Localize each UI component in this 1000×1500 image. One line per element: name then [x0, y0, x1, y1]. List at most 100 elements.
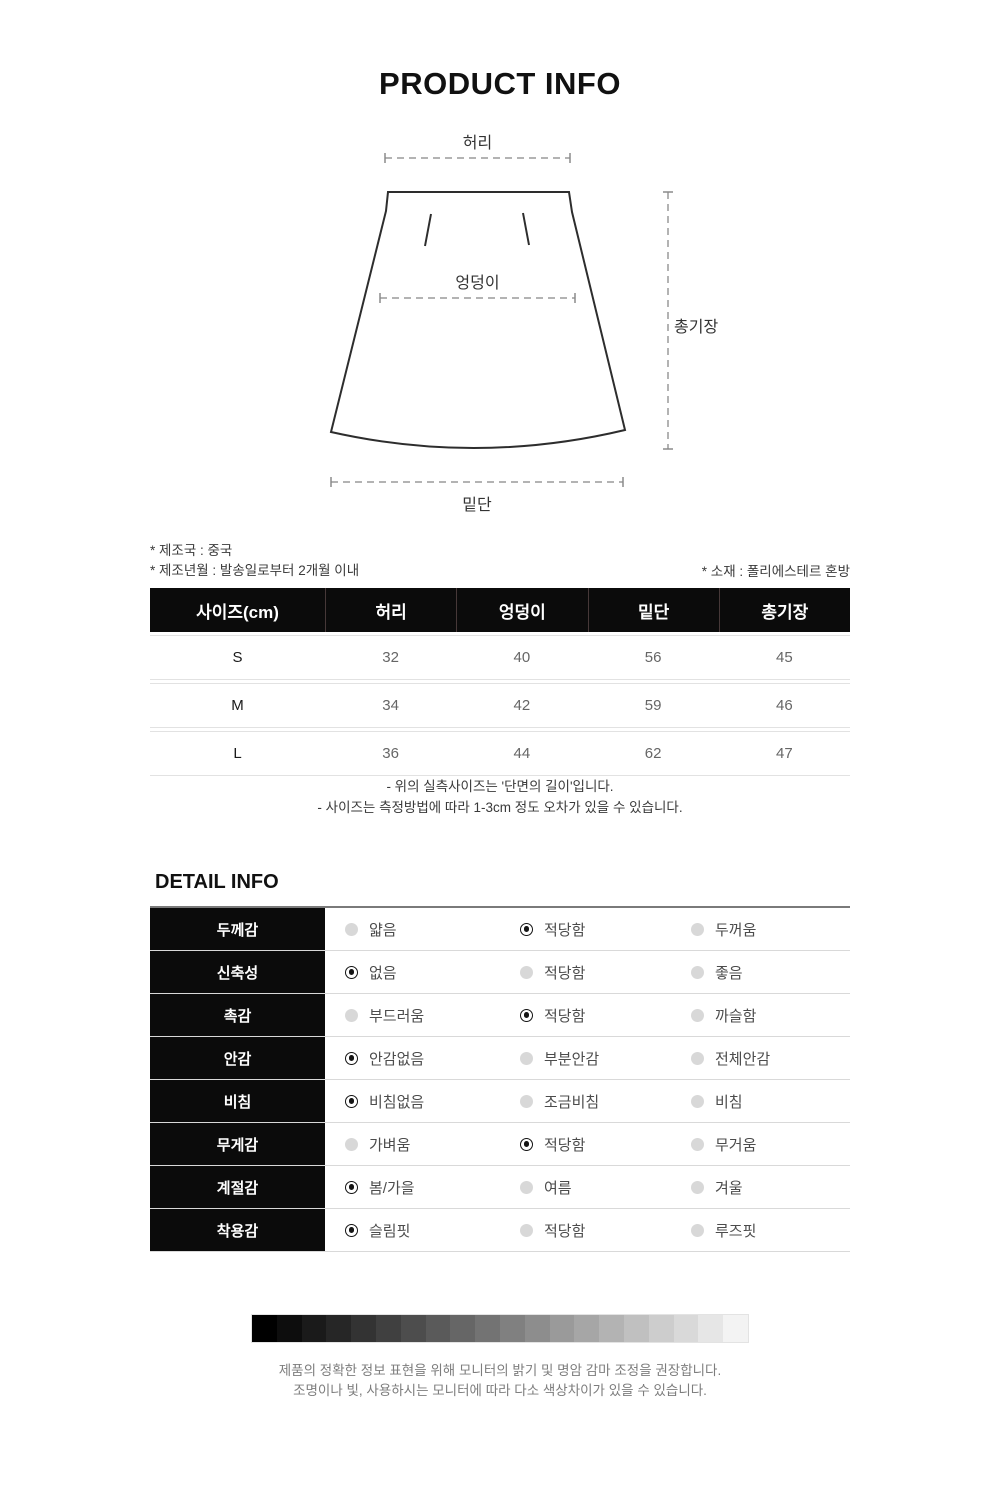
radio-unselected-icon [345, 922, 358, 936]
size-note-line: - 위의 실측사이즈는 '단면의 길이'입니다. [386, 779, 614, 794]
measurement-cell: 62 [644, 745, 662, 762]
radio-unselected-icon [691, 1051, 704, 1065]
option-label: 조금비침 [544, 1093, 600, 1111]
detail-row-label: 계절감 [150, 1166, 325, 1208]
grayscale-segment [524, 1315, 550, 1342]
size-table-header-cell: 허리 [325, 588, 456, 632]
radio-unselected-icon [691, 1137, 704, 1151]
measurement-cell: 46 [776, 697, 793, 714]
detail-option: 얇음 [325, 908, 504, 950]
detail-row-label: 안감 [150, 1037, 325, 1079]
size-cell: M [231, 697, 244, 714]
radio-dot [523, 1141, 530, 1147]
radio-dot [348, 1184, 355, 1190]
detail-option: 조금비침 [504, 1080, 679, 1122]
size-table-header-cell: 엉덩이 [456, 588, 587, 632]
detail-option: 비침없음 [325, 1080, 504, 1122]
option-label: 적당함 [544, 964, 586, 982]
radio-dot [348, 1055, 355, 1061]
footer-line: 조명이나 빛, 사용하시는 모니터에 따라 다소 색상차이가 있을 수 있습니다… [293, 1383, 707, 1398]
detail-option: 적당함 [504, 951, 679, 993]
size-notes: - 위의 실측사이즈는 '단면의 길이'입니다. - 사이즈는 측정방법에 따라 … [0, 776, 1000, 818]
option-label: 적당함 [544, 921, 586, 939]
grayscale-segment [574, 1315, 600, 1342]
radio-selected-icon [520, 1137, 533, 1151]
radio-unselected-icon [691, 922, 704, 936]
radio-dot [348, 969, 355, 975]
grayscale-segment [425, 1315, 451, 1342]
manufacture-info: * 제조국 : 중국 * 제조년월 : 발송일로부터 2개월 이내 * 소재 :… [150, 541, 850, 581]
skirt-diagram: 허리 엉덩이 총기장 밑단 [270, 125, 740, 525]
option-label: 안감없음 [369, 1050, 425, 1068]
option-label: 전체안감 [715, 1050, 771, 1068]
detail-option: 적당함 [504, 1123, 679, 1165]
radio-selected-icon [345, 1223, 358, 1237]
option-label: 무거움 [715, 1136, 757, 1154]
radio-unselected-icon [520, 1094, 533, 1108]
detail-row: 촉감 부드러움 적당함 까슬함 [150, 994, 850, 1037]
option-label: 두꺼움 [715, 921, 757, 939]
radio-selected-icon [345, 1094, 358, 1108]
detail-row: 안감 안감없음 부분안감 전체안감 [150, 1037, 850, 1080]
option-label: 겨울 [715, 1179, 743, 1197]
size-cell: S [232, 649, 243, 666]
radio-selected-icon [520, 922, 533, 936]
radio-unselected-icon [691, 1180, 704, 1194]
grayscale-segment [450, 1315, 476, 1342]
radio-selected-icon [345, 1180, 358, 1194]
radio-selected-icon [520, 1008, 533, 1022]
detail-option: 두꺼움 [679, 908, 850, 950]
radio-unselected-icon [691, 1008, 704, 1022]
size-table-row: S 32 40 56 45 [150, 635, 850, 680]
detail-row: 신축성 없음 적당함 좋음 [150, 951, 850, 994]
detail-option: 좋음 [679, 951, 850, 993]
measurement-cell: 59 [644, 697, 662, 714]
measurement-cell: 47 [776, 745, 793, 762]
detail-row-label: 촉감 [150, 994, 325, 1036]
manufacture-country: * 제조국 : 중국 [150, 543, 233, 558]
radio-dot [348, 1098, 355, 1104]
detail-option: 가벼움 [325, 1123, 504, 1165]
grayscale-segment [252, 1315, 277, 1342]
measurement-cell: 40 [513, 649, 531, 666]
radio-dot [523, 926, 530, 932]
measurement-cell: 45 [776, 649, 793, 666]
option-label: 가벼움 [369, 1136, 411, 1154]
size-table-header-cell: 사이즈(cm) [196, 602, 279, 622]
detail-row: 착용감 슬림핏 적당함 루즈핏 [150, 1209, 850, 1252]
option-label: 좋음 [715, 964, 743, 982]
option-label: 적당함 [544, 1007, 586, 1025]
detail-option: 루즈핏 [679, 1209, 850, 1251]
size-table-row: M 34 42 59 46 [150, 683, 850, 728]
radio-unselected-icon [691, 1094, 704, 1108]
grayscale-segment [375, 1315, 401, 1342]
skirt-outline-svg [329, 153, 673, 487]
detail-option: 없음 [325, 951, 504, 993]
grayscale-segment [673, 1315, 699, 1342]
measurement-cell: 32 [382, 649, 399, 666]
detail-option: 부분안감 [504, 1037, 679, 1079]
option-label: 여름 [544, 1179, 572, 1197]
detail-option: 적당함 [504, 908, 679, 950]
size-note-line: - 사이즈는 측정방법에 따라 1-3cm 정도 오차가 있을 수 있습니다. [317, 800, 683, 815]
grayscale-segment [475, 1315, 500, 1342]
footer-line: 제품의 정확한 정보 표현을 위해 모니터의 밝기 및 명암 감마 조정을 권장… [278, 1363, 722, 1378]
option-label: 루즈핏 [715, 1222, 757, 1240]
grayscale-segment [326, 1315, 352, 1342]
measurement-cell: 34 [382, 697, 399, 714]
size-table-header-row: 사이즈(cm) 허리 엉덩이 밑단 총기장 [150, 588, 850, 632]
footer-note: 제품의 정확한 정보 표현을 위해 모니터의 밝기 및 명암 감마 조정을 권장… [0, 1361, 1000, 1401]
size-table: 사이즈(cm) 허리 엉덩이 밑단 총기장 S 32 40 56 45 M 34 42 59 46 L 36 4… [150, 588, 850, 776]
detail-option: 비침 [679, 1080, 850, 1122]
measurement-cell: 42 [513, 697, 531, 714]
size-cell: L [233, 745, 242, 762]
radio-unselected-icon [691, 1223, 704, 1237]
option-label: 적당함 [544, 1136, 586, 1154]
manufacture-material: * 소재 : 폴리에스테르 혼방 [701, 564, 850, 579]
hip-label: 엉덩이 [455, 275, 500, 292]
size-table-header-cell: 총기장 [718, 588, 850, 632]
radio-unselected-icon [520, 1180, 533, 1194]
radio-unselected-icon [520, 1223, 533, 1237]
detail-row-label: 무게감 [150, 1123, 325, 1165]
